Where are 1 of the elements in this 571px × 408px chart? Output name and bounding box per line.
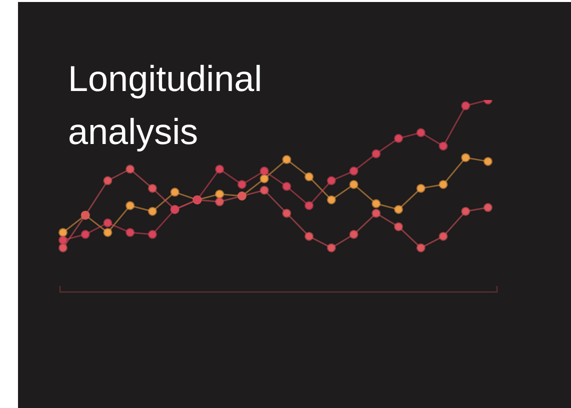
chart-title: Longitudinal analysis	[68, 57, 264, 154]
